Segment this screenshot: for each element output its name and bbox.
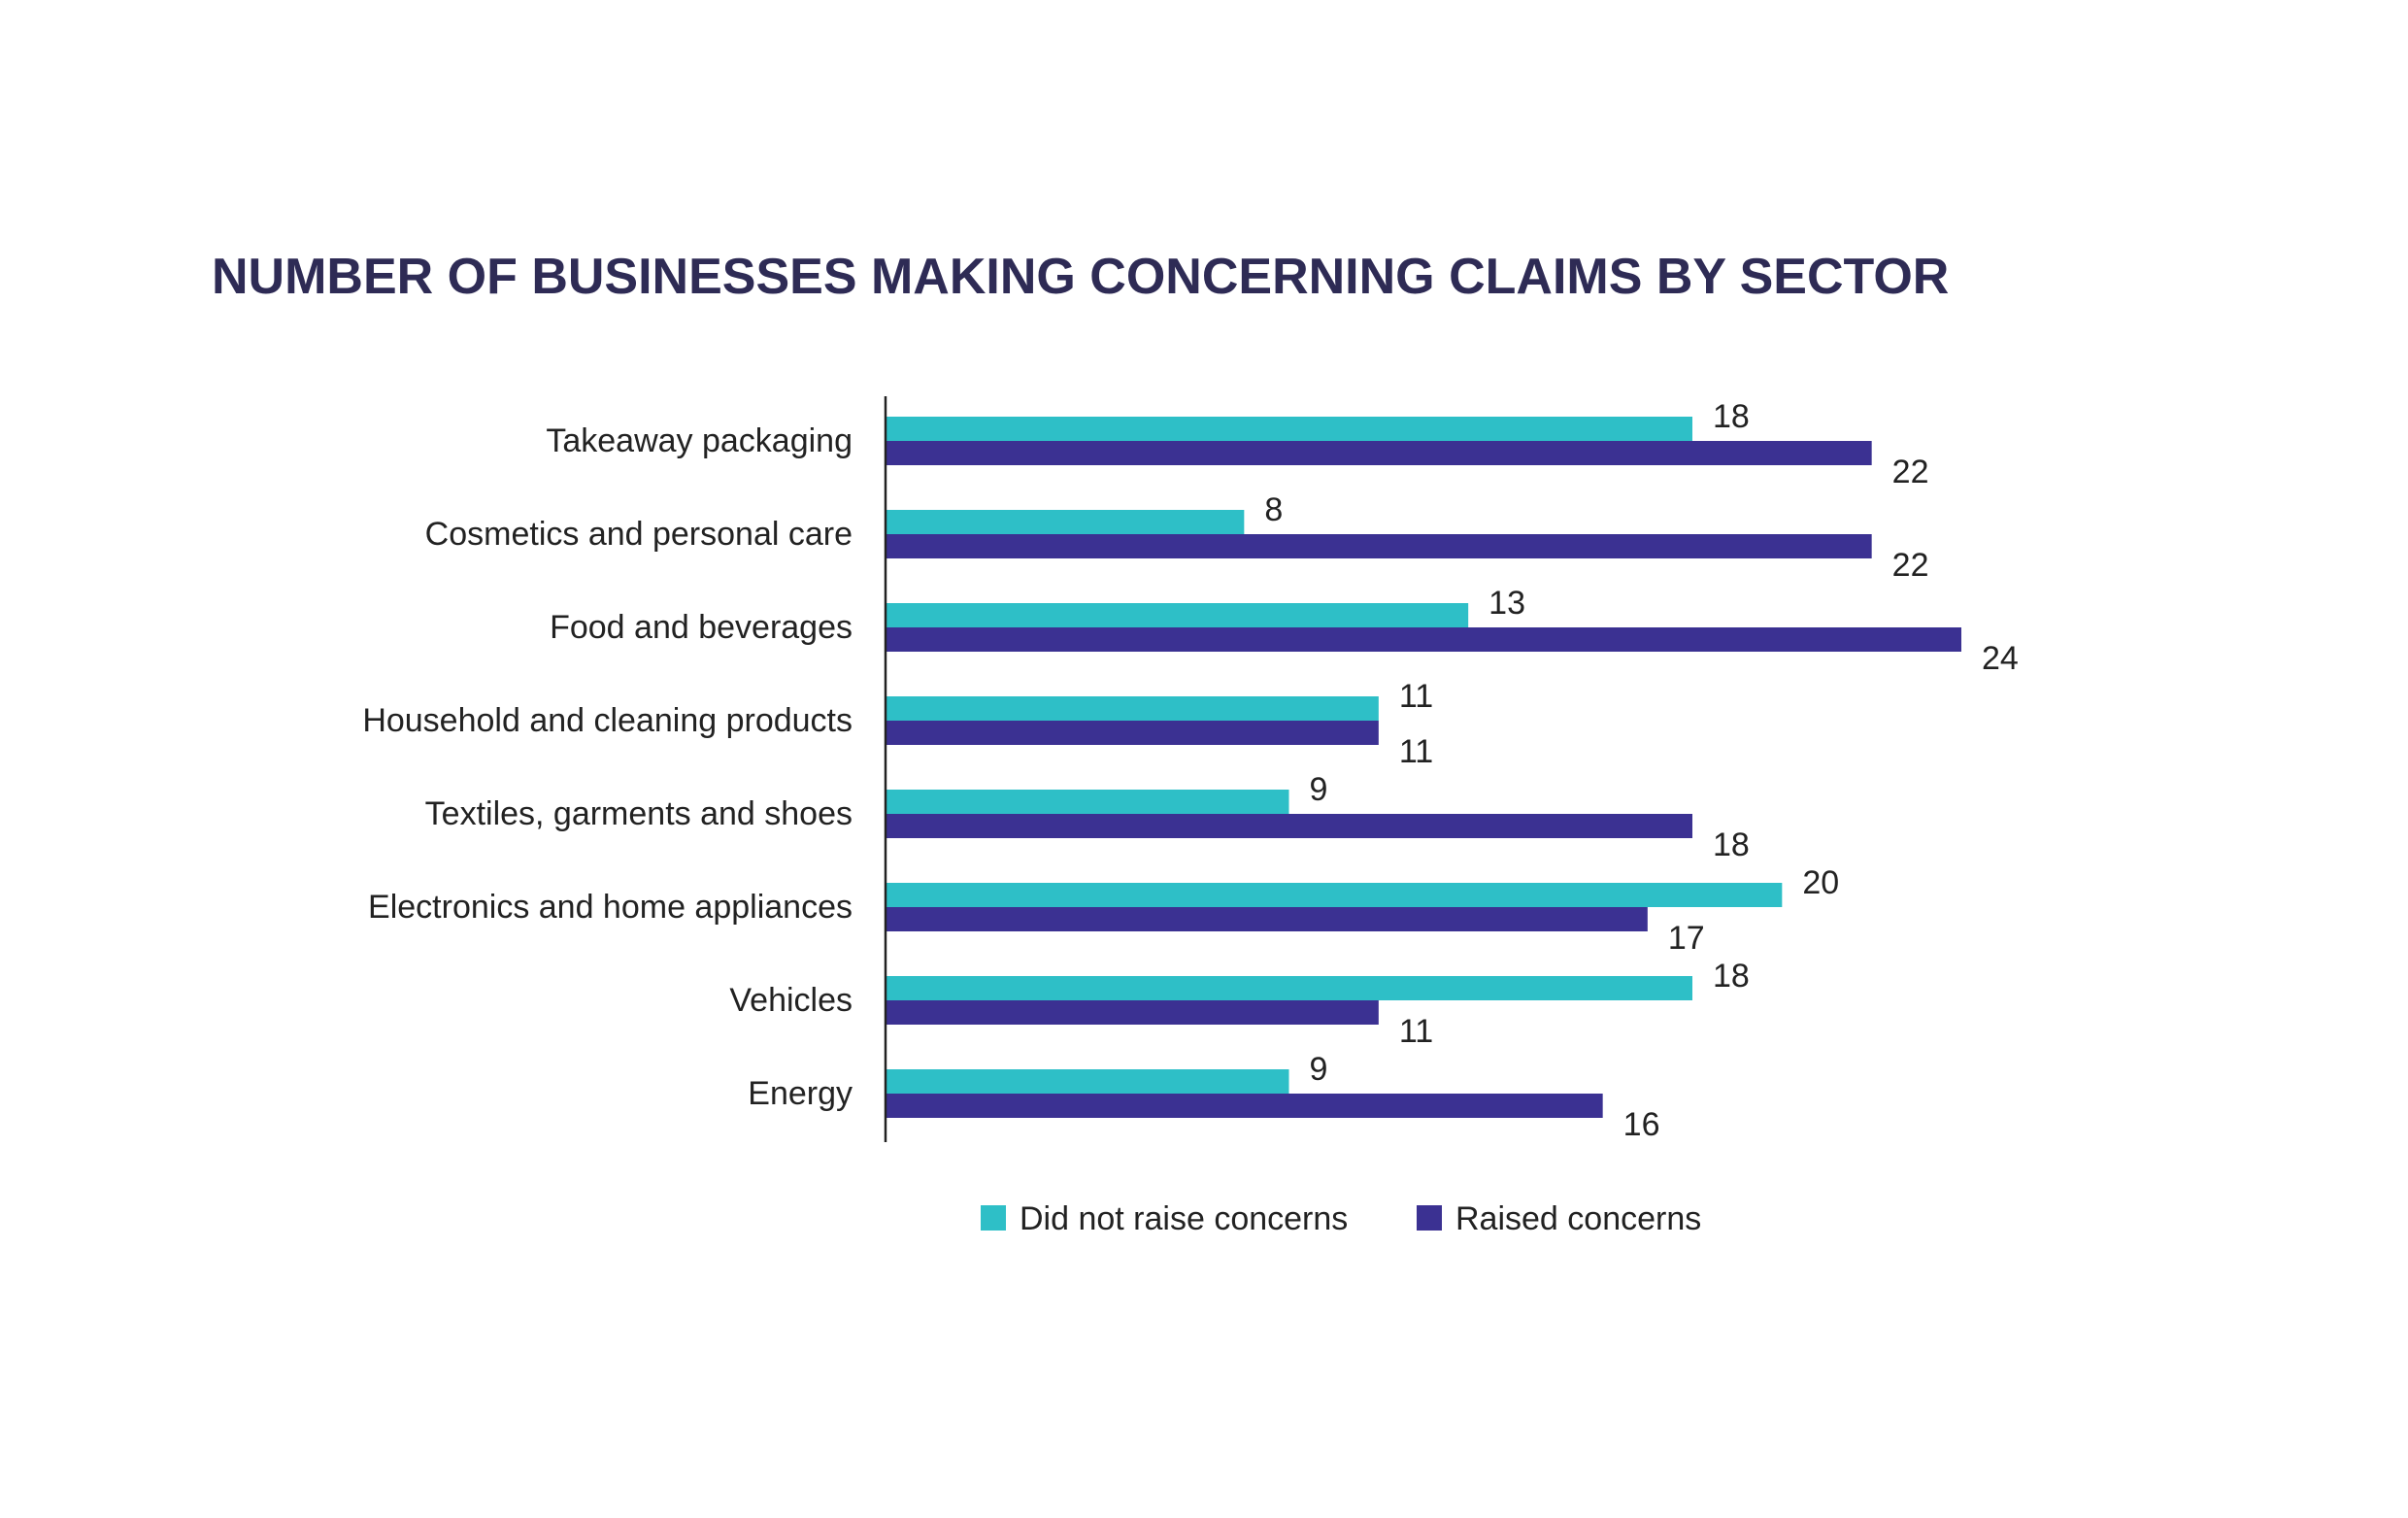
bar (886, 1000, 1379, 1025)
data-label: 20 (1802, 864, 1839, 901)
data-label: 16 (1623, 1106, 1660, 1143)
plot-area: Takeaway packaging 18 22 Cosmetics and pers… (362, 396, 2019, 1143)
bar (886, 1069, 1289, 1094)
data-label: 9 (1310, 1051, 1328, 1088)
data-label: 22 (1892, 547, 1929, 584)
legend-label: Did not raise concerns (1020, 1200, 1348, 1237)
bar (886, 883, 1783, 907)
legend-swatch (981, 1205, 1006, 1231)
category-label: Energy (748, 1075, 853, 1112)
category-label: Textiles, garments and shoes (425, 795, 853, 832)
data-label: 11 (1399, 678, 1433, 715)
legend-item: Raised concerns (1417, 1200, 1701, 1237)
category-label: Electronics and home appliances (368, 889, 853, 926)
bar (886, 534, 1872, 558)
data-label: 18 (1713, 398, 1750, 435)
data-label: 11 (1399, 1013, 1433, 1050)
legend-swatch (1417, 1205, 1442, 1231)
bar (886, 907, 1648, 931)
data-label: 9 (1310, 771, 1328, 808)
category-label: Household and cleaning products (362, 702, 853, 739)
legend: Did not raise concerns Raised concerns (981, 1200, 1701, 1237)
bar (886, 976, 1692, 1000)
data-label: 13 (1488, 585, 1525, 622)
data-label: 24 (1982, 640, 2019, 677)
bar (886, 417, 1692, 441)
data-label: 8 (1264, 491, 1283, 528)
bar (886, 441, 1872, 465)
legend-label: Raised concerns (1455, 1200, 1701, 1237)
bar (886, 696, 1379, 721)
legend-item: Did not raise concerns (981, 1200, 1348, 1237)
category-label: Food and beverages (550, 609, 853, 646)
data-label: 22 (1892, 454, 1929, 490)
bar (886, 721, 1379, 745)
bar (886, 627, 1961, 652)
category-label: Cosmetics and personal care (425, 516, 853, 553)
data-label: 18 (1713, 958, 1750, 995)
chart-title: NUMBER OF BUSINESSES MAKING CONCERNING C… (212, 249, 1949, 305)
bar (886, 510, 1245, 534)
data-label: 18 (1713, 826, 1750, 863)
data-label: 17 (1668, 920, 1705, 957)
data-label: 11 (1399, 733, 1433, 770)
category-label: Vehicles (729, 982, 853, 1019)
category-label: Takeaway packaging (546, 422, 853, 459)
bar (886, 1094, 1603, 1118)
bar (886, 814, 1692, 838)
bar (886, 603, 1469, 627)
bar (886, 790, 1289, 814)
